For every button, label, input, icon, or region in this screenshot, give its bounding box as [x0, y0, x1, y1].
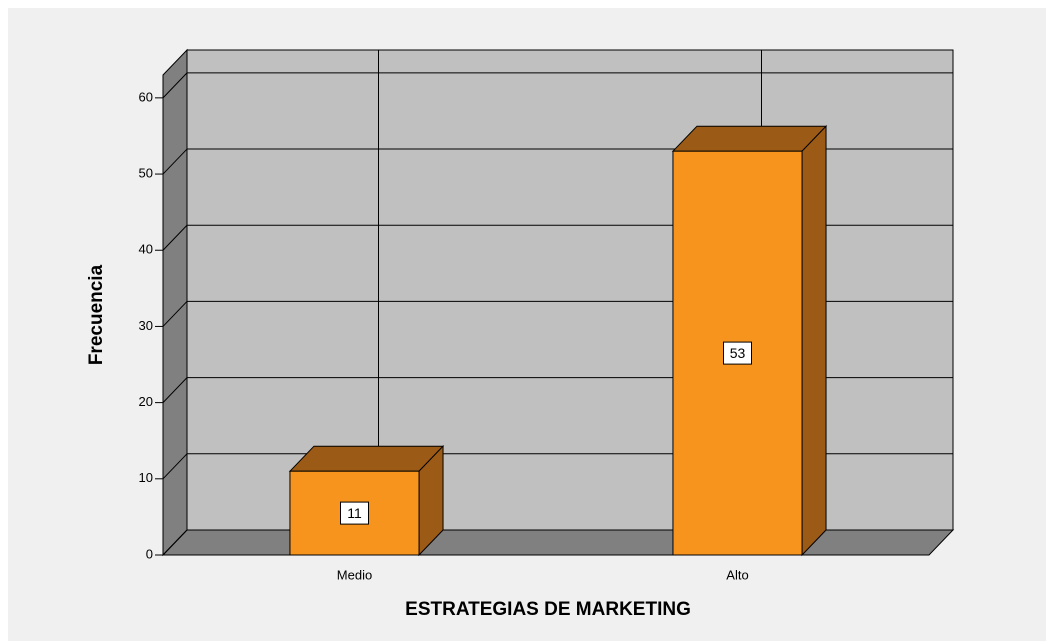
grid-line — [162, 224, 188, 251]
bar-top — [671, 125, 828, 152]
floor — [161, 529, 955, 556]
y-tick-label: 20 — [139, 394, 153, 409]
bar-top — [288, 445, 445, 472]
bar-side — [801, 124, 827, 557]
y-tick-label: 50 — [139, 165, 153, 180]
back-wall — [186, 49, 954, 531]
data-label-box — [723, 341, 752, 365]
grid-line — [162, 301, 188, 327]
x-tick-label: Alto — [726, 567, 748, 582]
grid-line — [162, 377, 188, 403]
y-tick-label: 30 — [139, 318, 153, 333]
x-tick-label: Medio — [337, 567, 372, 582]
y-axis-title: Frecuencia — [86, 264, 107, 365]
x-axis-title: ESTRATEGIAS DE MARKETING — [405, 599, 691, 620]
grid-line — [162, 529, 188, 556]
grid-line — [162, 148, 188, 175]
data-label-box — [340, 501, 369, 525]
data-label: 53 — [730, 345, 746, 361]
grid-line — [162, 453, 188, 480]
y-tick-label: 40 — [139, 242, 153, 257]
grid-line — [162, 72, 188, 99]
y-tick-label: 10 — [139, 470, 153, 485]
data-label: 11 — [347, 505, 362, 521]
y-tick-label: 60 — [139, 89, 153, 104]
left-wall — [162, 48, 188, 557]
y-tick-label: 0 — [146, 546, 153, 561]
